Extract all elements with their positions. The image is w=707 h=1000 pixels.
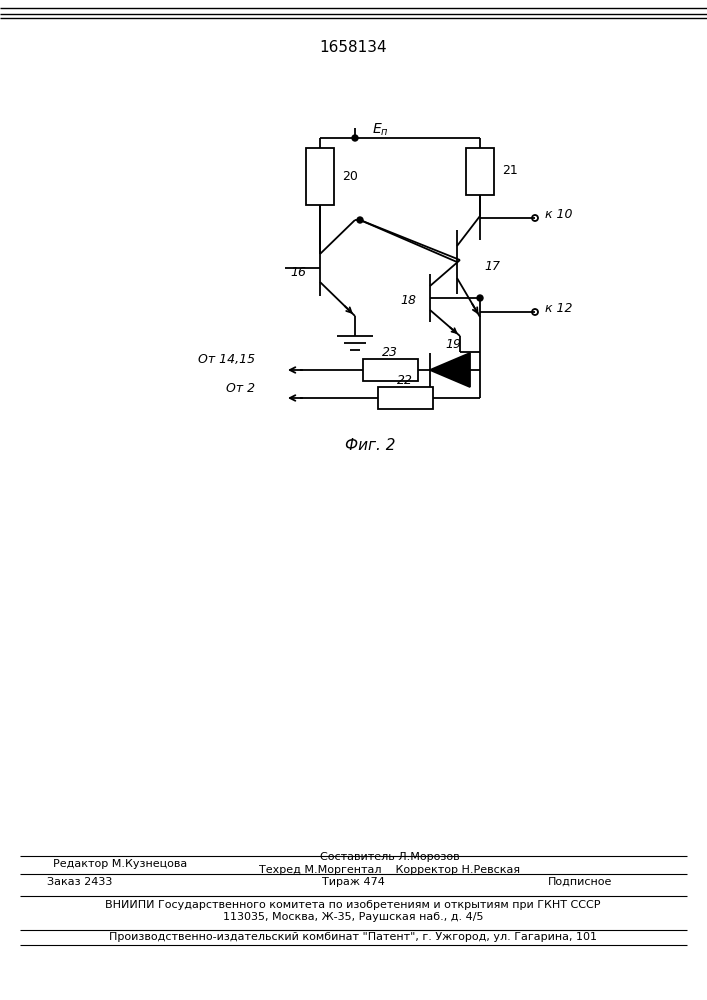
Circle shape	[477, 295, 483, 301]
Text: Подписное: Подписное	[548, 877, 612, 887]
Text: 113035, Москва, Ж-35, Раушская наб., д. 4/5: 113035, Москва, Ж-35, Раушская наб., д. …	[223, 912, 484, 922]
Text: Заказ 2433: Заказ 2433	[47, 877, 112, 887]
Text: 17: 17	[484, 260, 500, 273]
Text: 22: 22	[397, 373, 413, 386]
Text: От 2: От 2	[226, 381, 255, 394]
Polygon shape	[430, 353, 470, 387]
Text: Техред М.Моргентал    Корректор Н.Ревская: Техред М.Моргентал Корректор Н.Ревская	[259, 865, 520, 875]
Text: к 12: к 12	[545, 302, 573, 316]
Bar	[378, 387, 433, 409]
Text: $E_{п}$: $E_{п}$	[372, 122, 388, 138]
Text: к 10: к 10	[545, 209, 573, 222]
Bar	[363, 359, 418, 381]
Text: 23: 23	[382, 346, 398, 359]
Text: От 14,15: От 14,15	[198, 354, 255, 366]
Text: 18: 18	[400, 294, 416, 308]
Text: Редактор М.Кузнецова: Редактор М.Кузнецова	[53, 859, 187, 869]
Text: 1658134: 1658134	[319, 40, 387, 55]
Text: Тираж 474: Тираж 474	[322, 877, 385, 887]
Text: 21: 21	[502, 164, 518, 178]
Bar	[466, 147, 494, 194]
Text: 19: 19	[445, 338, 461, 351]
Text: 20: 20	[342, 169, 358, 182]
Text: ВНИИПИ Государственного комитета по изобретениям и открытиям при ГКНТ СССР: ВНИИПИ Государственного комитета по изоб…	[105, 900, 601, 910]
Circle shape	[357, 217, 363, 223]
Text: Составитель Л.Морозов: Составитель Л.Морозов	[320, 852, 460, 862]
Bar	[306, 147, 334, 205]
Text: 16: 16	[290, 266, 306, 279]
Text: Фиг. 2: Фиг. 2	[345, 438, 395, 452]
Circle shape	[352, 135, 358, 141]
Text: Производственно-издательский комбинат "Патент", г. Ужгород, ул. Гагарина, 101: Производственно-издательский комбинат "П…	[109, 932, 597, 942]
